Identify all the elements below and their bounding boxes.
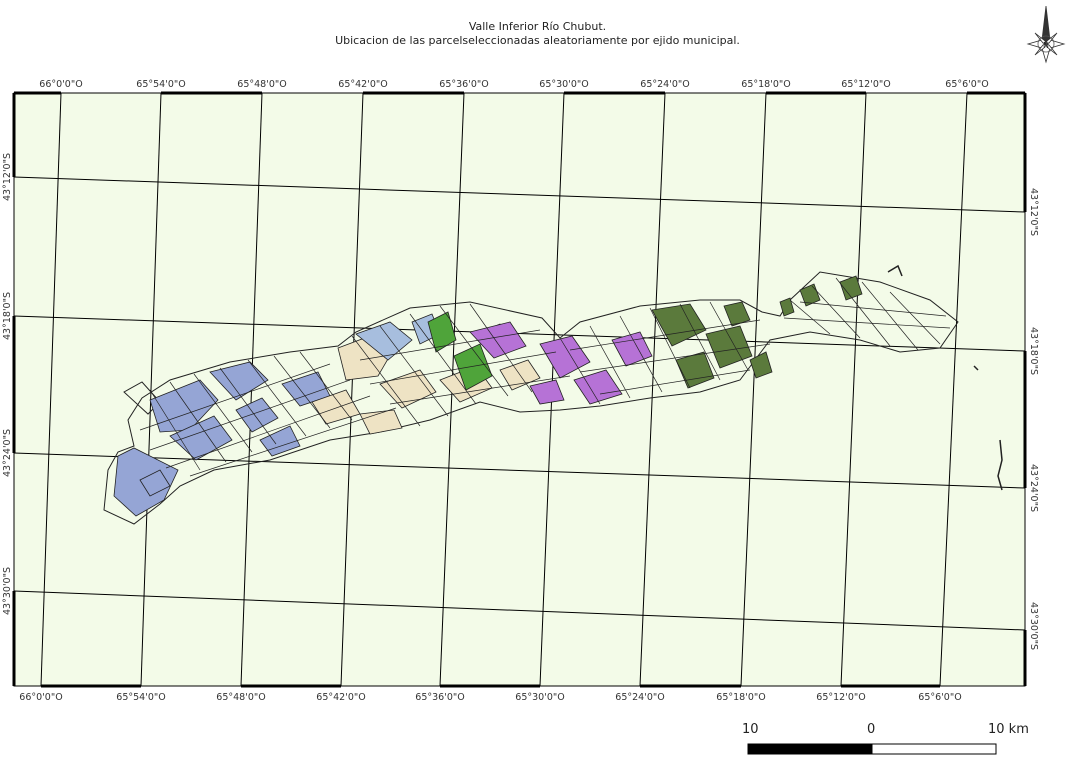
map-title: Valle Inferior Río Chubut. [468,20,607,33]
right-label: 43°24'0"S [1028,464,1039,512]
map-subtitle: Ubicacion de las parcelseleccionadas ale… [335,34,740,47]
scale-bar [747,743,997,755]
left-label: 43°18'0"S [2,292,13,340]
coastal-features [887,264,1003,491]
top-label: 66°0'0"O [39,79,82,90]
bottom-label: 65°18'0"O [716,692,765,703]
right-label: 43°12'0"S [1028,188,1039,236]
top-label: 65°18'0"O [741,79,790,90]
top-label: 65°42'0"O [338,79,387,90]
bottom-label: 65°30'0"O [515,692,564,703]
left-label: 43°12'0"S [2,153,13,201]
top-label: 65°30'0"O [539,79,588,90]
bottom-coordinate-labels: 66°0'0"O 65°54'0"O 65°48'0"O 65°42'0"O 6… [19,692,961,703]
left-coordinate-labels: 43°12'0"S 43°18'0"S 43°24'0"S 43°30'0"S [2,153,13,615]
top-label: 65°48'0"O [237,79,286,90]
bottom-label: 65°24'0"O [615,692,664,703]
right-coordinate-labels: 43°12'0"S 43°18'0"S 43°24'0"S 43°30'0"S [1028,188,1039,650]
top-label: 65°36'0"O [439,79,488,90]
north-arrow-icon: N [1026,5,1066,64]
bottom-label: 65°6'0"O [918,692,961,703]
ejido-6-parcels [651,275,863,389]
top-label: 65°54'0"O [136,79,185,90]
scale-label-mid: 0 [867,722,876,737]
parcel-subdivisions [139,277,951,477]
bottom-label: 65°48'0"O [216,692,265,703]
top-coordinate-labels: 66°0'0"O 65°54'0"O 65°48'0"O 65°42'0"O 6… [39,79,988,90]
scale-label-left: 10 [742,722,759,737]
bottom-label: 65°12'0"O [816,692,865,703]
ejido-2-parcels [311,335,541,435]
left-label: 43°30'0"S [2,567,13,615]
top-label: 65°12'0"O [841,79,890,90]
right-label: 43°30'0"S [1028,602,1039,650]
bottom-label: 65°36'0"O [415,692,464,703]
scale-label-right: 10 km [988,722,1029,737]
bottom-label: 65°42'0"O [316,692,365,703]
right-label: 43°18'0"S [1028,327,1039,375]
graticule-meridians [40,92,968,687]
frame-ticks [12,91,1027,688]
ejido-1-parcels [113,361,331,517]
left-label: 43°24'0"S [2,429,13,477]
top-label: 65°24'0"O [640,79,689,90]
bottom-label: 65°54'0"O [116,692,165,703]
bottom-label: 66°0'0"O [19,692,62,703]
top-label: 65°6'0"O [945,79,988,90]
north-label: N [1043,41,1049,50]
